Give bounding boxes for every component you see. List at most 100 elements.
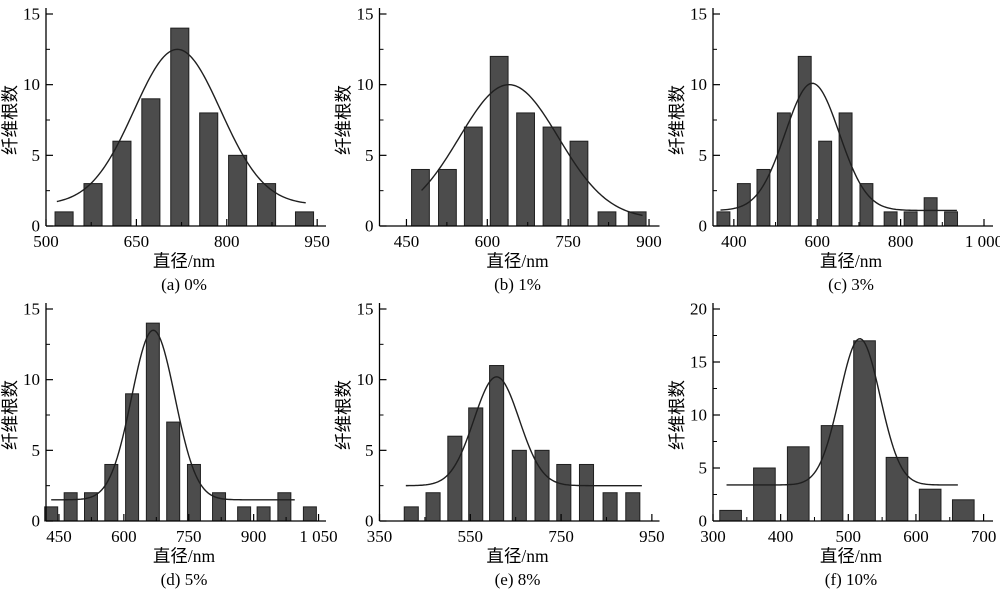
subplot-e-8-percent: 350 550 750 950 0 5 10 15 直径/nm 纤维根数 (e) 8%	[333, 295, 667, 590]
panel-caption: (a) 0%	[161, 275, 207, 294]
panel-caption: (b) 1%	[494, 275, 541, 294]
histogram-8-percent: 350 550 750 950 0 5 10 15 直径/nm 纤维根数 (e) 8%	[334, 300, 665, 590]
y-tick-label: 15	[690, 353, 707, 372]
y-tick-label: 5	[32, 441, 41, 460]
histogram-0-percent: 500 650 800 950 0 5 10 15 直径/nm 纤维根数 (a) 0%	[0, 5, 330, 295]
histogram-bar	[302, 506, 317, 522]
histogram-bar	[625, 492, 641, 522]
histogram-bar	[166, 421, 181, 522]
histogram-10-percent: 300 400 500 600 700 0 5 10 15 20 直径/nm 纤维根数 (f) 10%	[667, 300, 996, 590]
histogram-bar	[411, 168, 430, 227]
x-tick-label: 900	[241, 527, 267, 546]
gaussian-fit-curve	[405, 376, 642, 487]
y-tick-label: 15	[23, 300, 40, 319]
y-tick-label: 0	[365, 512, 374, 531]
panel-caption: (f) 10%	[825, 570, 877, 589]
y-tick-label: 0	[32, 217, 41, 236]
y-tick-label: 10	[23, 75, 40, 94]
x-tick-label: 550	[458, 527, 484, 546]
histogram-bar	[425, 492, 441, 522]
panel-caption: (d) 5%	[161, 570, 208, 589]
histogram-bar	[83, 183, 103, 227]
y-tick-label: 0	[699, 512, 708, 531]
histogram-bar	[447, 435, 463, 522]
x-tick-label: 1 050	[299, 527, 337, 546]
histogram-bar	[438, 168, 457, 227]
histogram-bar	[170, 27, 190, 227]
y-tick-label: 0	[365, 217, 374, 236]
gaussian-fit-curve	[421, 83, 643, 217]
histogram-bar	[597, 211, 617, 227]
x-tick-label: 400	[721, 232, 747, 251]
y-axis-label: 纤维根数	[334, 380, 354, 450]
histogram-bar	[951, 499, 975, 522]
y-tick-label: 5	[699, 146, 708, 165]
x-tick-label: 750	[548, 527, 574, 546]
x-tick-label: 800	[214, 232, 240, 251]
x-tick-label: 600	[111, 527, 137, 546]
histogram-bar	[63, 492, 78, 522]
histogram-bar	[489, 55, 509, 227]
x-axis-label: 直径/nm	[153, 251, 216, 271]
histogram-bar	[256, 506, 271, 522]
histogram-bar	[797, 55, 812, 227]
histogram-bar	[516, 112, 535, 227]
x-tick-label: 400	[768, 527, 794, 546]
x-tick-label: 900	[636, 232, 662, 251]
histogram-bar	[716, 211, 731, 227]
gaussian-fit-curve	[726, 338, 958, 486]
histogram-bar	[719, 509, 742, 522]
gaussian-fit-curve	[720, 82, 957, 212]
histogram-bar	[468, 407, 484, 522]
histogram-3-percent: 400 600 800 1 000 0 5 10 15 直径/nm 纤维根数 (c) 3%	[667, 5, 1000, 295]
x-tick-label: 600	[475, 232, 501, 251]
x-axis-label: 直径/nm	[486, 546, 549, 566]
x-axis-label: 直径/nm	[153, 546, 216, 566]
subplot-b-1-percent: 450 600 750 900 0 5 10 15 直径/nm 纤维根数 (b) 1%	[333, 0, 667, 295]
x-tick-label: 500	[33, 232, 59, 251]
y-tick-label: 0	[699, 217, 708, 236]
histogram-bar	[944, 211, 959, 227]
histogram-bar	[918, 488, 942, 522]
histogram-5-percent: 450 600 750 900 1 050 0 5 10 15 直径/nm 纤维根数 (d) 5%	[0, 300, 338, 590]
histogram-bar	[257, 183, 277, 227]
subplot-a-0-percent: 500 650 800 950 0 5 10 15 直径/nm 纤维根数 (a) 0%	[0, 0, 333, 295]
histogram-bar	[403, 506, 419, 522]
y-tick-label: 15	[690, 5, 707, 24]
panel-caption: (e) 8%	[495, 570, 541, 589]
histogram-bar	[818, 140, 833, 227]
histogram-bar	[54, 211, 74, 227]
x-tick-label: 500	[836, 527, 862, 546]
histogram-bar	[820, 425, 844, 522]
y-axis-label: 纤维根数	[667, 380, 687, 450]
x-tick-label: 1 000	[965, 232, 1000, 251]
histogram-bar	[859, 183, 874, 227]
histogram-bar	[556, 463, 572, 522]
y-tick-label: 5	[32, 146, 41, 165]
histogram-bar	[776, 112, 791, 227]
histogram-bar	[112, 140, 132, 227]
subplot-d-5-percent: 450 600 750 900 1 050 0 5 10 15 直径/nm 纤维根数 (d) 5%	[0, 295, 338, 590]
histogram-bar	[511, 449, 527, 522]
x-tick-label: 350	[367, 527, 393, 546]
histogram-bar	[463, 126, 483, 227]
histogram-bar	[923, 197, 938, 227]
histogram-bar	[578, 463, 595, 522]
histogram-bar	[141, 98, 161, 227]
panel-caption: (c) 3%	[828, 275, 874, 294]
x-tick-label: 300	[700, 527, 726, 546]
x-tick-label: 600	[903, 527, 929, 546]
histogram-bar	[186, 463, 201, 522]
histogram-bar	[885, 456, 909, 522]
x-tick-label: 450	[46, 527, 72, 546]
histogram-bar	[237, 506, 252, 522]
x-tick-label: 950	[304, 232, 330, 251]
y-tick-label: 10	[690, 75, 707, 94]
x-axis-label: 直径/nm	[820, 251, 883, 271]
y-tick-label: 15	[357, 300, 374, 319]
x-tick-label: 650	[124, 232, 150, 251]
y-axis-label: 纤维根数	[0, 380, 20, 450]
subplot-c-3-percent: 400 600 800 1 000 0 5 10 15 直径/nm 纤维根数 (c) 3%	[667, 0, 1000, 295]
y-axis-label: 纤维根数	[667, 85, 687, 155]
y-tick-label: 15	[23, 5, 40, 24]
